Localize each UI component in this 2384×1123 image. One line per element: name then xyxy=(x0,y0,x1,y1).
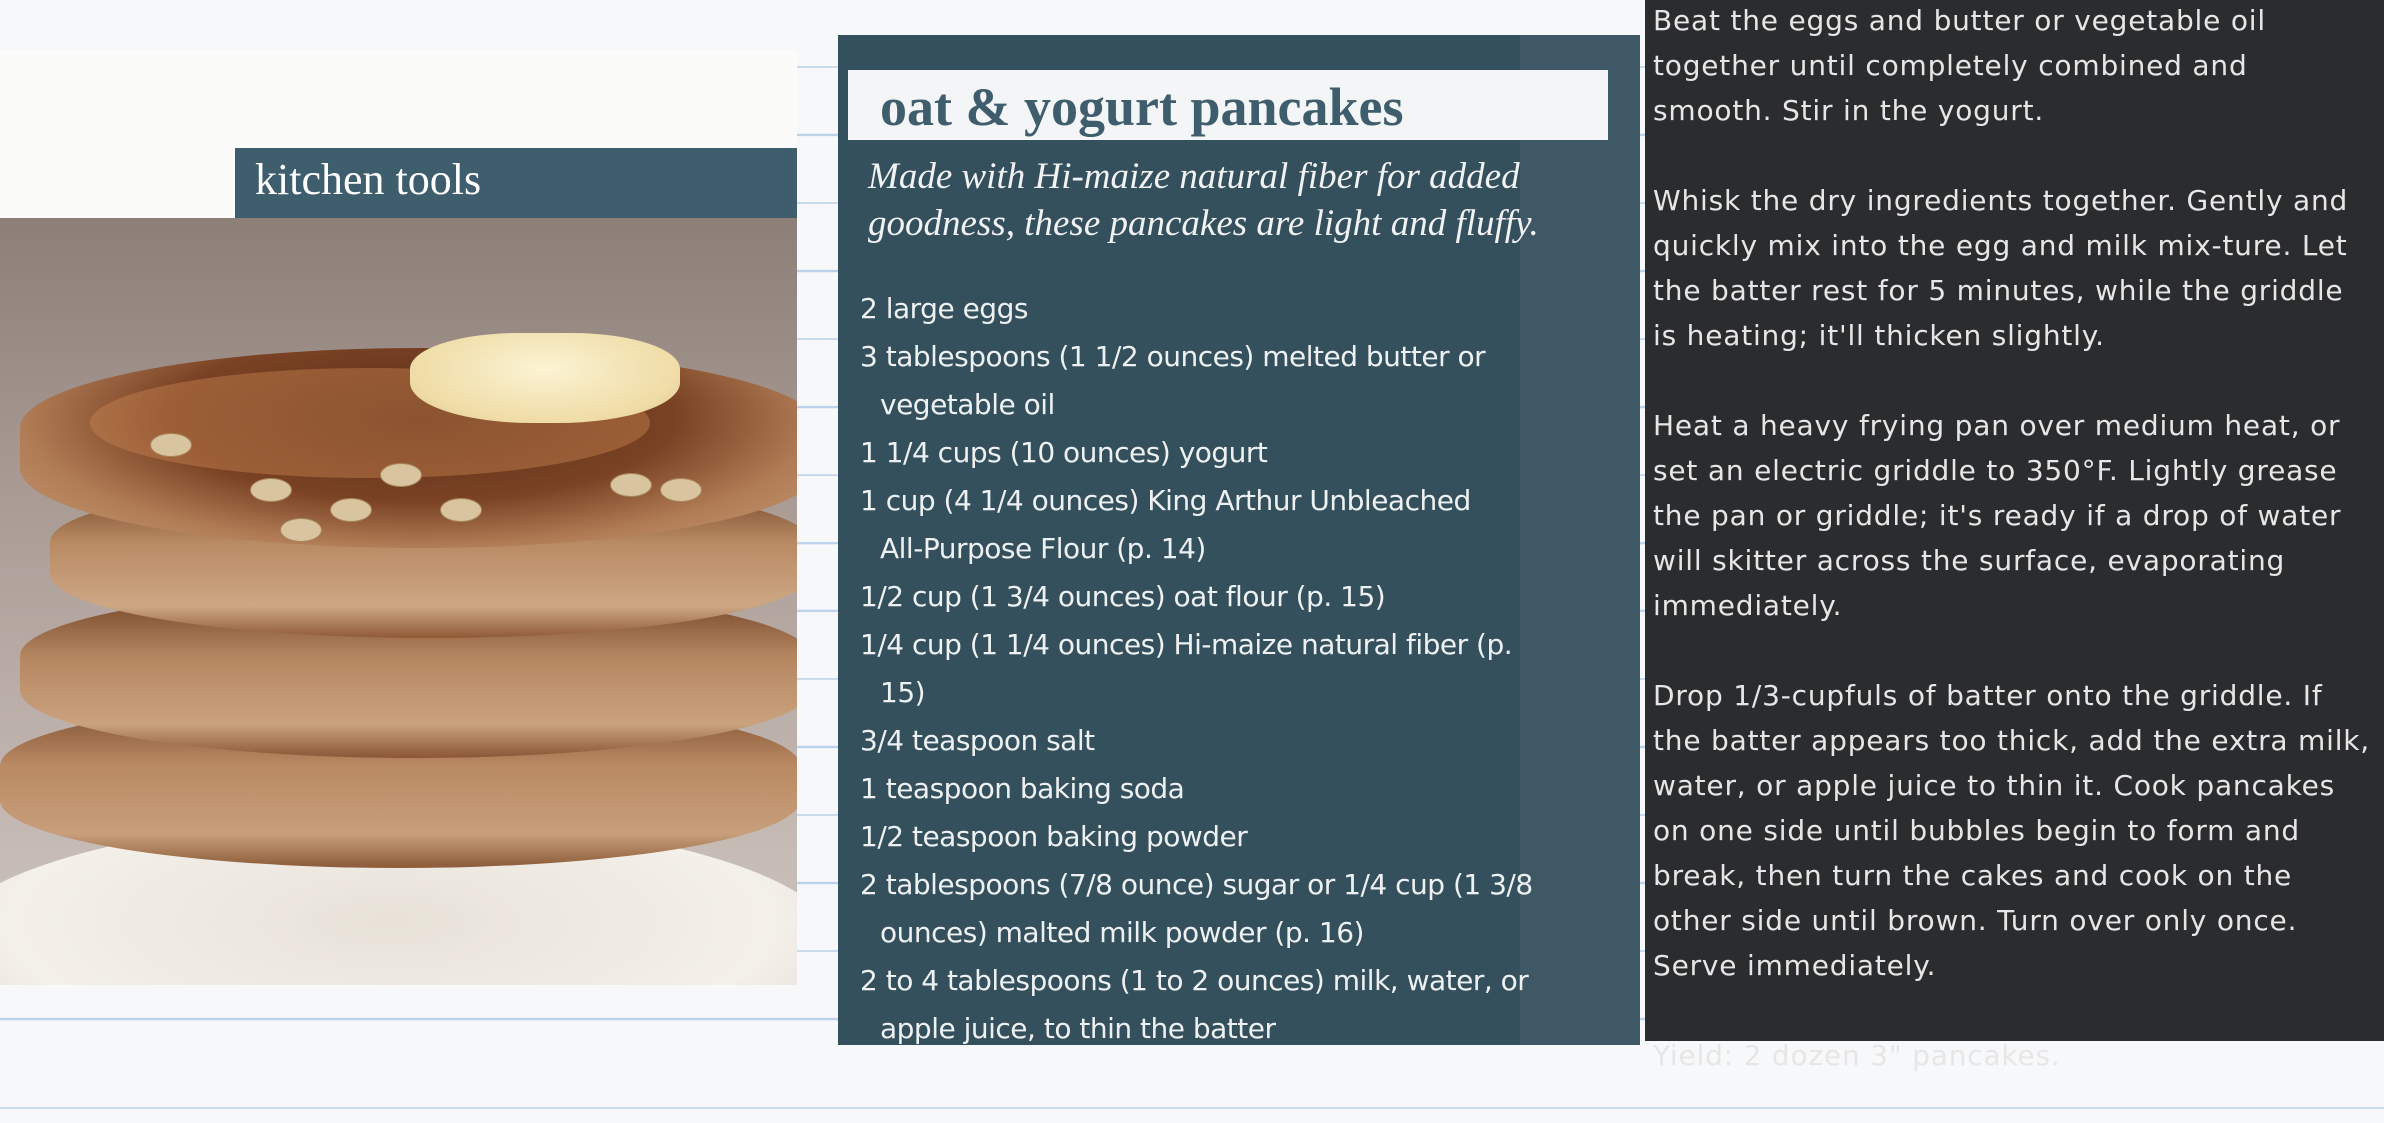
step: Drop 1/3-cupfuls of batter onto the grid… xyxy=(1653,679,2370,982)
recipe-title: oat & yogurt pancakes xyxy=(880,77,1404,137)
kitchen-tools-title: kitchen tools xyxy=(255,155,482,204)
kitchen-tools-clipping: kitchen tools xyxy=(0,50,797,985)
yield: Yield: 2 dozen 3" pancakes. xyxy=(1653,1039,2061,1072)
ingredient: 1/2 teaspoon baking powder xyxy=(860,820,1248,853)
ingredient: 1/4 cup (1 1/4 ounces) Hi-maize natural … xyxy=(860,628,1513,709)
step: Heat a heavy frying pan over medium heat… xyxy=(1653,409,2342,622)
ingredient: 1 cup (4 1/4 ounces) King Arthur Unbleac… xyxy=(860,484,1471,565)
kitchen-tools-header: kitchen tools xyxy=(235,148,797,218)
oat-flake xyxy=(440,498,482,522)
ingredient: 3/4 teaspoon salt xyxy=(860,724,1095,757)
oat-flake xyxy=(660,478,702,502)
pancake-stack-photo xyxy=(0,218,797,985)
oat-flake xyxy=(150,433,192,457)
oat-flake xyxy=(280,518,322,542)
oat-flake xyxy=(610,473,652,497)
oat-flake xyxy=(330,498,372,522)
ingredient: 2 large eggs xyxy=(860,292,1028,325)
step: Beat the eggs and butter or vegetable oi… xyxy=(1653,4,2266,127)
instructions-card: Beat the eggs and butter or vegetable oi… xyxy=(1645,0,2384,1072)
step: Whisk the dry ingredients together. Gent… xyxy=(1653,184,2349,352)
ingredient: 1 1/4 cups (10 ounces) yogurt xyxy=(860,436,1268,469)
title-box: oat & yogurt pancakes xyxy=(848,70,1608,140)
ingredient: 2 to 4 tablespoons (1 to 2 ounces) milk,… xyxy=(860,964,1529,1045)
oat-flake xyxy=(250,478,292,502)
recipe-subtitle: Made with Hi-maize natural fiber for add… xyxy=(868,156,1539,244)
ingredient: 1 teaspoon baking soda xyxy=(860,772,1185,805)
ingredient-list: 2 large eggs 3 tablespoons (1 1/2 ounces… xyxy=(860,285,1620,1053)
ingredient: 1/2 cup (1 3/4 ounces) oat flour (p. 15) xyxy=(860,580,1386,613)
ingredient: 2 tablespoons (7/8 ounce) sugar or 1/4 c… xyxy=(860,868,1533,949)
butter-pat xyxy=(410,333,680,423)
oat-flake xyxy=(380,463,422,487)
ingredient: 3 tablespoons (1 1/2 ounces) melted butt… xyxy=(860,340,1486,421)
ingredients-card: oat & yogurt pancakes Made with Hi-maize… xyxy=(838,35,1640,1045)
instruction-steps: Beat the eggs and butter or vegetable oi… xyxy=(1653,0,2373,1123)
